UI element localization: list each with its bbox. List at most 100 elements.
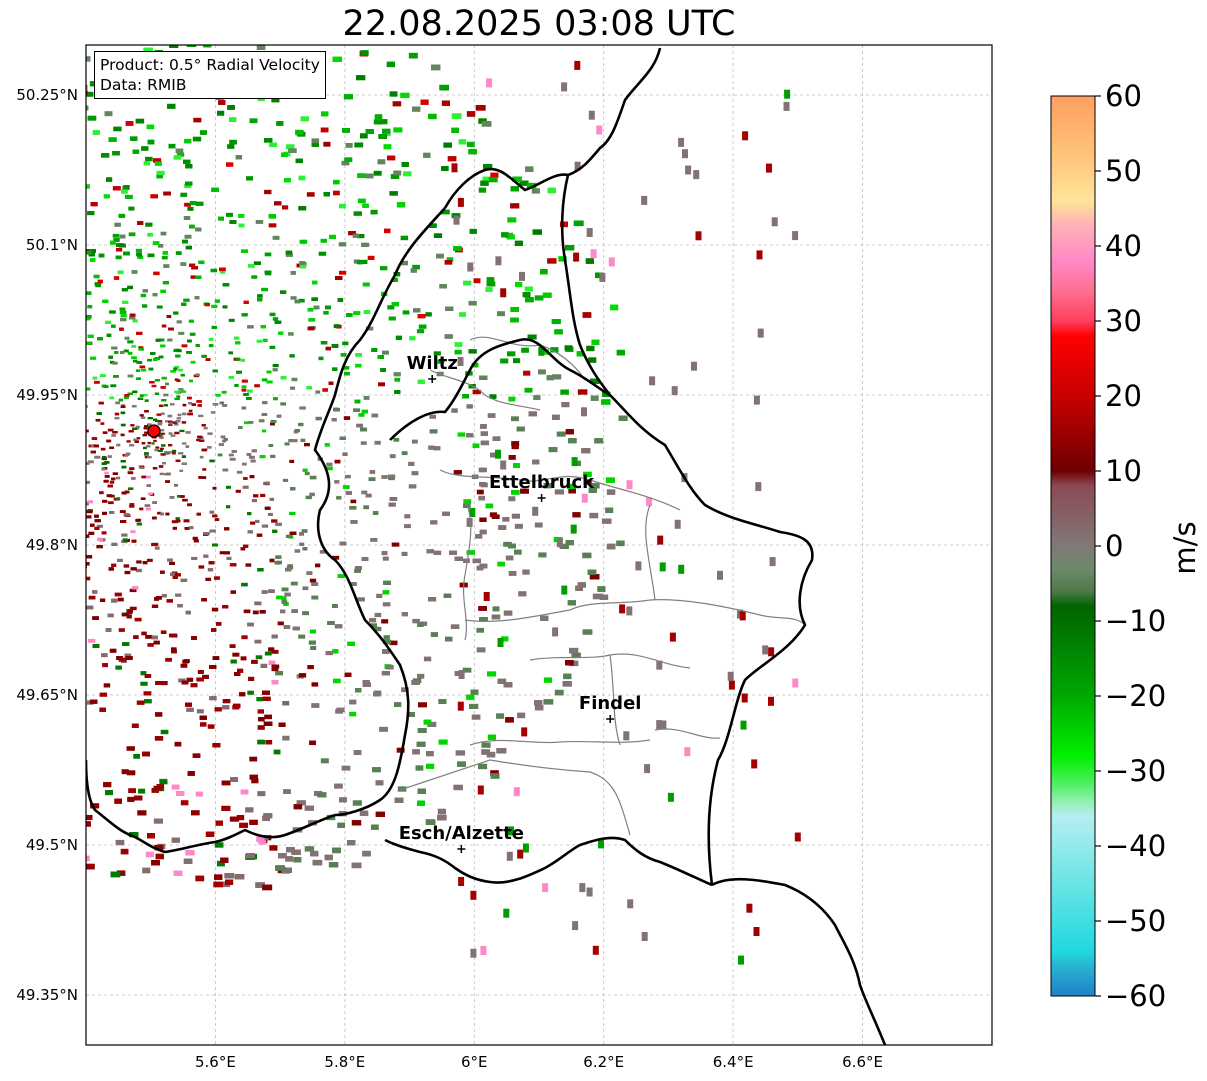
echo-bin	[129, 504, 135, 508]
echo-bin	[401, 551, 408, 556]
echo-bin	[416, 741, 426, 747]
echo-bin	[381, 475, 388, 479]
echo-bin	[123, 251, 130, 256]
echo-bin	[130, 530, 136, 534]
echo-bin	[195, 875, 205, 882]
echo-bin	[245, 853, 255, 859]
echo-bin	[4, 186, 12, 191]
echo-bin	[149, 381, 155, 384]
echo-bin	[202, 674, 209, 679]
echo-bin	[51, 630, 58, 634]
echo-bin	[3, 186, 11, 191]
echo-bin	[176, 379, 181, 382]
echo-bin	[176, 320, 182, 324]
echo-bin	[196, 201, 204, 206]
echo-bin	[320, 238, 327, 243]
echo-bin	[64, 264, 70, 268]
echo-bin	[153, 358, 158, 361]
echo-bin	[86, 291, 92, 295]
echo-bin	[174, 397, 180, 401]
echo-bin	[72, 761, 80, 766]
echo-bin	[60, 512, 65, 515]
echo-bin	[44, 435, 50, 438]
echo-bin	[58, 348, 64, 351]
echo-bin	[508, 396, 516, 402]
echo-bin	[255, 655, 263, 660]
echo-bin	[293, 804, 303, 810]
echo-bin	[454, 342, 463, 347]
echo-bin	[72, 374, 76, 377]
echo-bin	[55, 530, 62, 533]
echo-bin	[373, 170, 382, 176]
echo-bin	[258, 717, 265, 722]
echo-bin	[382, 556, 389, 561]
echo-bin	[56, 485, 61, 488]
echo-bin	[268, 444, 274, 447]
echo-bin	[76, 463, 81, 466]
echo-bin	[86, 184, 90, 189]
echo-bin	[411, 680, 420, 685]
echo-bin	[263, 813, 273, 819]
echo-bin	[5, 408, 12, 412]
echo-bin	[0, 347, 4, 351]
echo-bin	[74, 803, 82, 808]
echo-bin	[104, 471, 109, 475]
echo-bin	[341, 765, 351, 771]
echo-bin	[12, 520, 19, 524]
echo-bin	[24, 367, 29, 371]
echo-bin	[136, 437, 141, 440]
echo-bin	[101, 153, 110, 158]
echo-bin	[282, 205, 289, 210]
echo-bin	[369, 618, 377, 623]
echo-bin	[64, 664, 72, 668]
echo-bin	[239, 692, 246, 697]
echo-bin	[350, 582, 357, 586]
echo-bin	[7, 693, 15, 698]
echo-bin	[70, 282, 77, 286]
echo-bin	[243, 393, 249, 396]
echo-bin	[481, 742, 491, 748]
echo-bin	[492, 436, 501, 441]
echo-bin	[58, 503, 63, 506]
echo-bin	[232, 652, 240, 657]
echo-bin	[124, 653, 132, 658]
echo-bin	[349, 699, 357, 705]
echo-bin	[46, 707, 54, 712]
echo-bin	[372, 767, 381, 773]
echo-bin	[60, 465, 65, 468]
echo-bin	[514, 549, 522, 555]
echo-bin	[560, 389, 569, 395]
echo-bin	[81, 521, 86, 524]
echo-bin	[576, 351, 585, 357]
echo-bin	[127, 374, 134, 378]
echo-bin	[280, 402, 286, 406]
echo-bin	[79, 322, 85, 325]
echo-bin	[182, 403, 187, 407]
echo-bin	[60, 650, 68, 654]
echo-bin	[1, 379, 7, 383]
echo-bin	[50, 632, 58, 636]
echo-bin	[280, 376, 287, 380]
echo-bin	[37, 782, 45, 787]
echo-bin	[410, 268, 417, 273]
echo-bin	[476, 565, 484, 571]
echo-bin	[58, 342, 63, 345]
echo-bin	[534, 295, 544, 301]
echo-bin	[56, 493, 62, 496]
echo-bin	[117, 558, 123, 562]
echo-bin	[394, 702, 402, 707]
echo-bin	[272, 364, 279, 368]
echo-bin	[3, 377, 9, 381]
echo-bin	[232, 705, 240, 710]
echo-bin	[423, 152, 431, 158]
echo-bin	[312, 859, 323, 866]
echo-bin	[1, 368, 8, 372]
echo-bin	[439, 84, 449, 91]
echo-bin	[156, 305, 163, 309]
echo-bin	[160, 512, 164, 516]
echo-bin	[176, 152, 185, 157]
echo-bin	[218, 216, 224, 221]
echo-bin	[531, 188, 540, 194]
echo-bin	[119, 27, 128, 33]
echo-bin	[451, 408, 458, 413]
